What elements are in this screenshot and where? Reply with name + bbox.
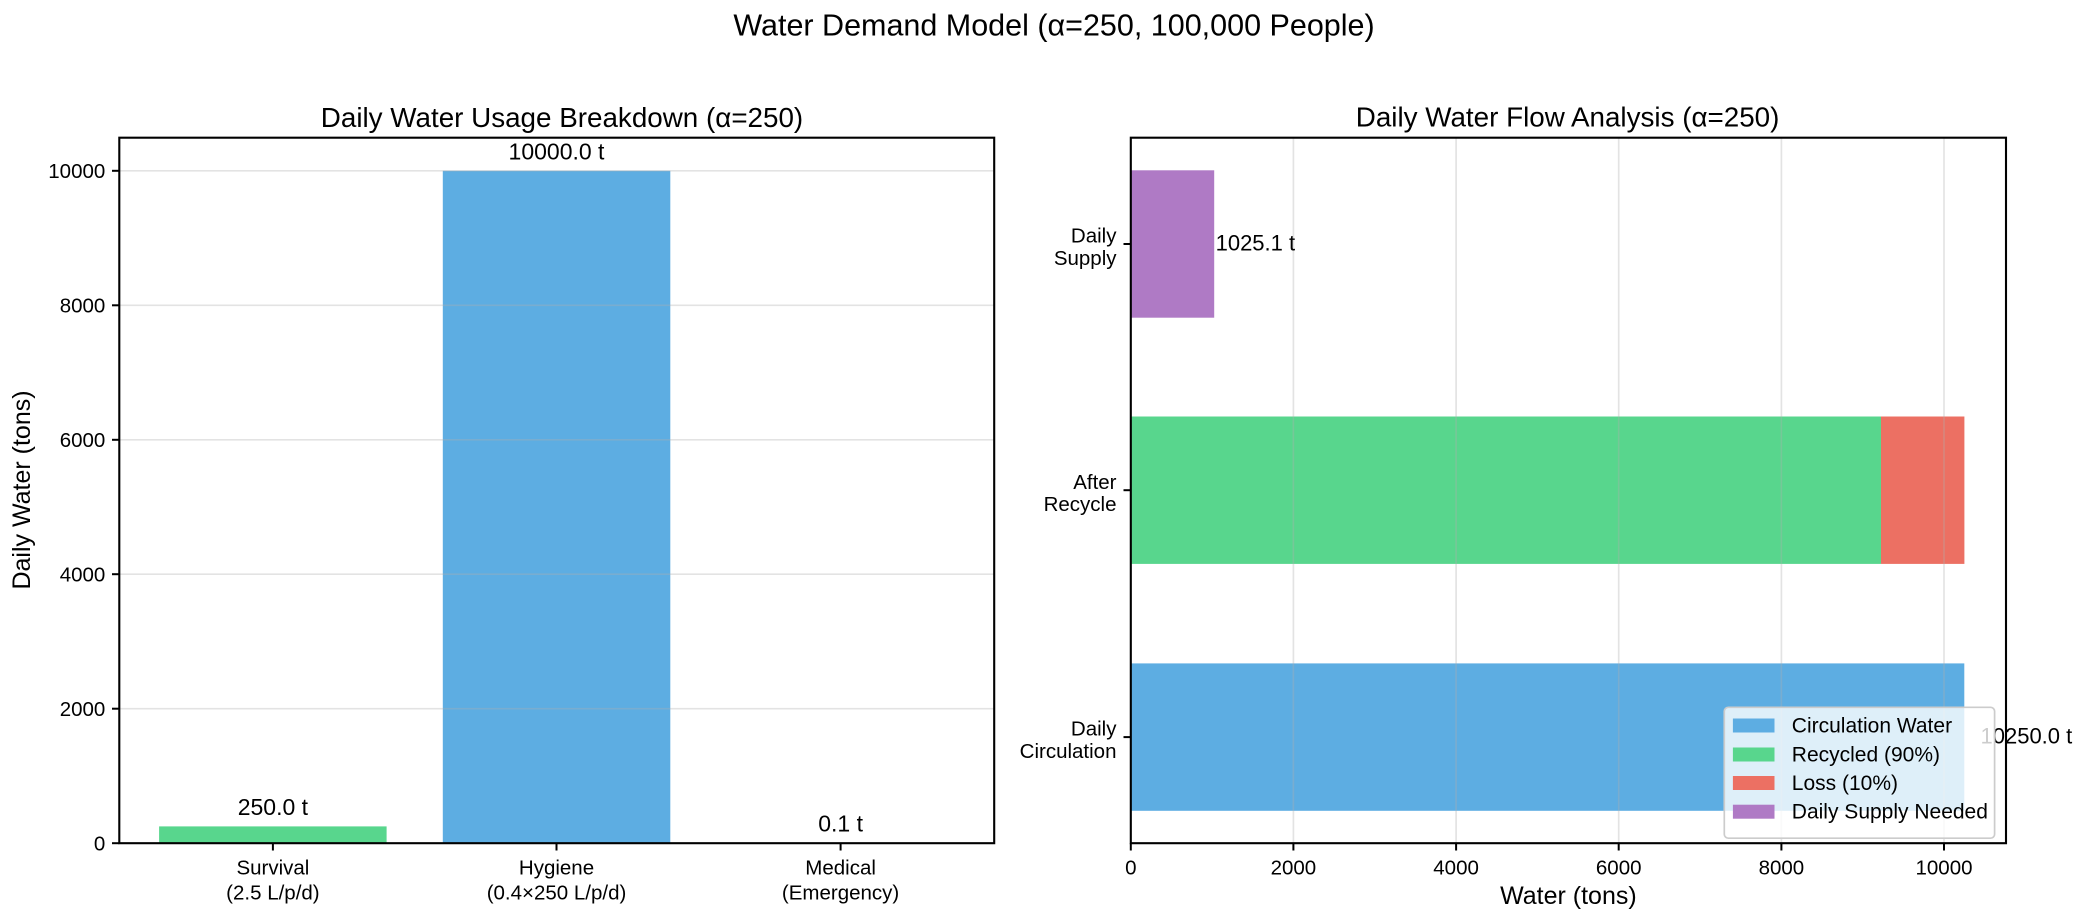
svg-text:Daily Water (tons): Daily Water (tons) — [8, 390, 36, 589]
svg-text:Daily Supply Needed: Daily Supply Needed — [1792, 801, 1988, 824]
svg-text:2000: 2000 — [1271, 857, 1317, 880]
svg-text:6000: 6000 — [60, 429, 106, 452]
svg-text:Recycled (90%): Recycled (90%) — [1792, 744, 1940, 767]
svg-text:10000.0 t: 10000.0 t — [509, 138, 606, 164]
svg-text:Loss (10%): Loss (10%) — [1792, 772, 1898, 795]
svg-text:250.0 t: 250.0 t — [238, 794, 309, 820]
svg-text:Circulation Water: Circulation Water — [1792, 715, 1952, 738]
svg-text:6000: 6000 — [1596, 857, 1642, 880]
svg-text:0.1 t: 0.1 t — [818, 811, 863, 837]
svg-text:2000: 2000 — [60, 698, 106, 721]
svg-text:0: 0 — [94, 833, 105, 856]
svg-text:Water Demand Model (α=250, 100: Water Demand Model (α=250, 100,000 Peopl… — [733, 9, 1374, 43]
svg-text:Medical: Medical — [805, 857, 876, 880]
svg-text:Daily: Daily — [1071, 718, 1117, 741]
svg-text:Daily: Daily — [1071, 225, 1117, 248]
svg-text:Daily Water Usage Breakdown (α: Daily Water Usage Breakdown (α=250) — [321, 102, 803, 133]
svg-text:Water (tons): Water (tons) — [1500, 882, 1637, 910]
svg-text:0: 0 — [1125, 857, 1136, 880]
svg-text:10000: 10000 — [48, 160, 105, 183]
svg-text:Recycle: Recycle — [1044, 493, 1117, 516]
svg-text:Hygiene: Hygiene — [519, 857, 594, 880]
svg-text:Circulation: Circulation — [1020, 740, 1117, 763]
svg-text:8000: 8000 — [1759, 857, 1805, 880]
svg-text:4000: 4000 — [1433, 857, 1479, 880]
svg-text:(Emergency): (Emergency) — [782, 882, 899, 905]
svg-text:After: After — [1073, 471, 1116, 494]
svg-text:1025.1 t: 1025.1 t — [1216, 230, 1296, 255]
svg-text:Supply: Supply — [1054, 247, 1117, 270]
svg-text:10250.0 t: 10250.0 t — [1981, 724, 2073, 749]
svg-text:10000: 10000 — [1915, 857, 1972, 880]
svg-text:Daily Water Flow Analysis (α=2: Daily Water Flow Analysis (α=250) — [1356, 102, 1780, 133]
svg-text:8000: 8000 — [60, 295, 106, 318]
svg-text:(2.5 L/p/d): (2.5 L/p/d) — [226, 882, 319, 905]
svg-text:Survival: Survival — [236, 857, 309, 880]
svg-text:4000: 4000 — [60, 564, 106, 587]
svg-text:(0.4×250 L/p/d): (0.4×250 L/p/d) — [487, 882, 627, 905]
